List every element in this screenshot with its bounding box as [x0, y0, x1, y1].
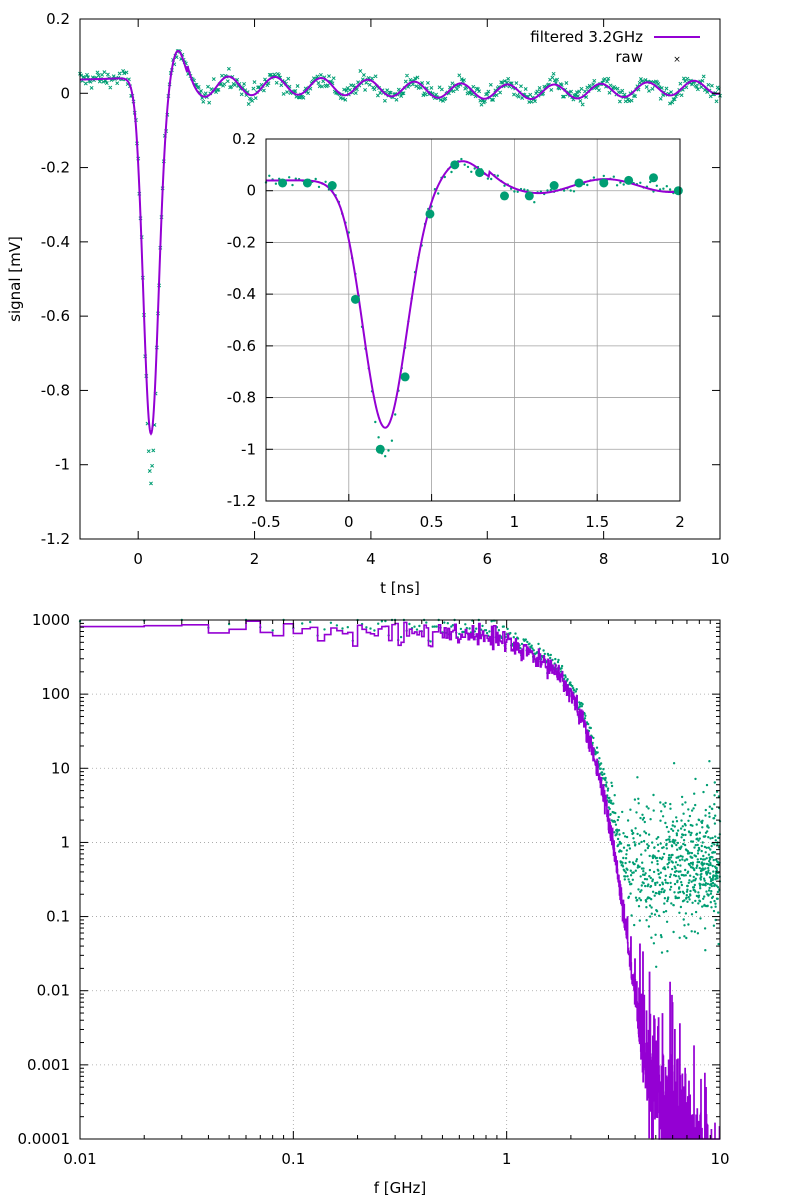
inset-sample-point [624, 175, 634, 185]
bottom-y-tick-label: 0.01 [37, 982, 70, 1000]
inset-x-tick-label: 0 [344, 513, 354, 531]
inset-y-tick-label: -0.4 [227, 285, 256, 303]
inset-sample-point [574, 178, 584, 188]
top-x-tick-label: 2 [250, 550, 260, 568]
top-x-tick-label: 10 [710, 550, 729, 568]
top-y-tick-label: -1 [55, 456, 70, 474]
bottom-x-tick-label: 1 [502, 1150, 512, 1168]
inset-x-tick-label: 2 [675, 513, 685, 531]
inset-sample-point [375, 444, 385, 454]
inset-x-tick-label: 1 [510, 513, 520, 531]
inset-background [266, 139, 680, 501]
inset-sample-point [302, 178, 312, 188]
inset-x-tick-label: 0.5 [420, 513, 444, 531]
inset-y-tick-label: 0 [246, 182, 256, 200]
inset-y-tick-label: -0.8 [227, 389, 256, 407]
top-y-axis-label: signal [mV] [6, 236, 24, 322]
top-y-tick-label: -0.2 [41, 159, 70, 177]
bottom-y-tick-label: 100 [41, 685, 70, 703]
bottom-x-tick-label: 0.01 [63, 1150, 96, 1168]
top-filtered-series [79, 49, 721, 436]
inset-sample-point [499, 191, 509, 201]
bottom-x-tick-label: 0.1 [281, 1150, 305, 1168]
inset-sample-point [599, 178, 609, 188]
inset-plot: -0.5 0 0.5 1 1.5 2 0.2 0 -0.2 -0.4 -0.6 -0.8 -1 -1.2 [227, 130, 685, 531]
bottom-x-tick-label: 10 [710, 1150, 729, 1168]
inset-sample-point [524, 191, 534, 201]
bottom-y-tick-label: 10 [51, 759, 70, 777]
legend-label-filtered: filtered 3.2GHz [530, 28, 643, 46]
inset-sample-point [673, 186, 683, 196]
legend-swatch-raw: × [673, 55, 681, 65]
inset-y-tick-label: -0.2 [227, 233, 256, 251]
top-plot-frame [79, 18, 721, 540]
top-y-tick-label: -0.6 [41, 307, 70, 325]
top-y-tick-label: 0.2 [46, 10, 70, 28]
inset-y-tick-label: 0.2 [232, 130, 256, 148]
top-x-axis-label: t [ns] [380, 579, 420, 597]
top-x-tick-label: 6 [482, 550, 492, 568]
bottom-y-tick-label: 1 [60, 833, 70, 851]
bottom-y-tick-label: 1000 [32, 611, 70, 629]
top-y-tick-label: -0.4 [41, 233, 70, 251]
inset-x-tick-label: -0.5 [251, 513, 280, 531]
bottom-y-tick-label: 0.1 [46, 908, 70, 926]
top-y-tick-label: -0.8 [41, 381, 70, 399]
inset-sample-point [425, 209, 435, 219]
inset-y-tick-label: -0.6 [227, 337, 256, 355]
inset-sample-point [649, 173, 659, 183]
bottom-x-axis-label: f [GHz] [374, 1179, 427, 1197]
inset-sample-point [278, 178, 288, 188]
time-domain-plot: 0 2 4 6 8 100.20-0.2-0.4-0.6-0.8-1-1.2 t [ns]… [6, 10, 730, 597]
bottom-y-tick-label: 0.0001 [18, 1130, 71, 1148]
inset-x-tick-label: 1.5 [585, 513, 609, 531]
inset-sample-point [400, 372, 410, 382]
inset-sample-point [450, 160, 460, 170]
inset-sample-point [549, 181, 559, 191]
top-x-tick-label: 8 [599, 550, 609, 568]
inset-sample-point [475, 168, 485, 178]
bottom-y-tick-label: 0.001 [27, 1056, 70, 1074]
top-x-tick-label: 0 [133, 550, 143, 568]
inset-y-tick-label: -1.2 [227, 492, 256, 510]
top-x-tick-label: 4 [366, 550, 376, 568]
top-y-tick-label: -1.2 [41, 530, 70, 548]
inset-frame [265, 138, 681, 502]
inset-y-tick-label: -1 [241, 440, 256, 458]
inset-sample-point [327, 181, 337, 191]
top-y-tick-label: 0 [60, 84, 70, 102]
legend-label-raw: raw [615, 48, 643, 66]
inset-filtered-series [266, 160, 681, 429]
spectrum-plot: 0.01 0.1 1 10 1000 100 10 1 0.1 0.01 0.001 0.0001 f… [18, 611, 730, 1197]
bottom-plot-frame [79, 619, 721, 1140]
inset-sample-point [350, 294, 360, 304]
legend: filtered 3.2GHz raw × [530, 28, 700, 66]
